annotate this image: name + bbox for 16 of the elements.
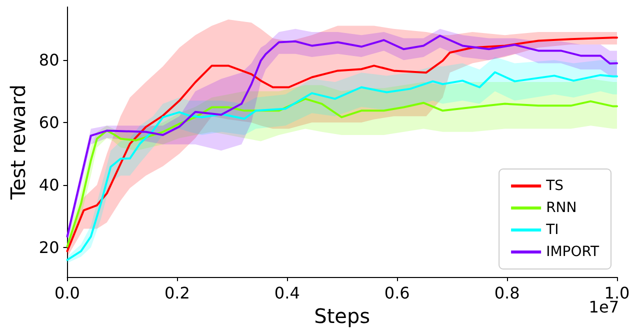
legend-label: TI: [545, 222, 559, 238]
y-axis-title: Test reward: [6, 84, 30, 201]
text: 1e7: [588, 298, 619, 316]
legend-label: TS: [545, 178, 564, 194]
x-tick-label: 0.8: [494, 284, 520, 303]
x-axis-title: Steps: [314, 304, 370, 328]
y-tick-label: 20: [38, 238, 60, 257]
y-tick-label: 60: [38, 113, 60, 132]
y-tick-label: 80: [38, 50, 60, 70]
legend-label: IMPORT: [546, 244, 600, 260]
x-tick-label: 0.6: [384, 284, 410, 303]
legend-label: RNN: [546, 200, 577, 216]
x-tick-label: 0.2: [164, 284, 190, 303]
x-tick-label: 0.0: [54, 284, 80, 303]
x-tick-label: 0.4: [274, 284, 300, 303]
y-tick-label: 40: [38, 175, 60, 194]
